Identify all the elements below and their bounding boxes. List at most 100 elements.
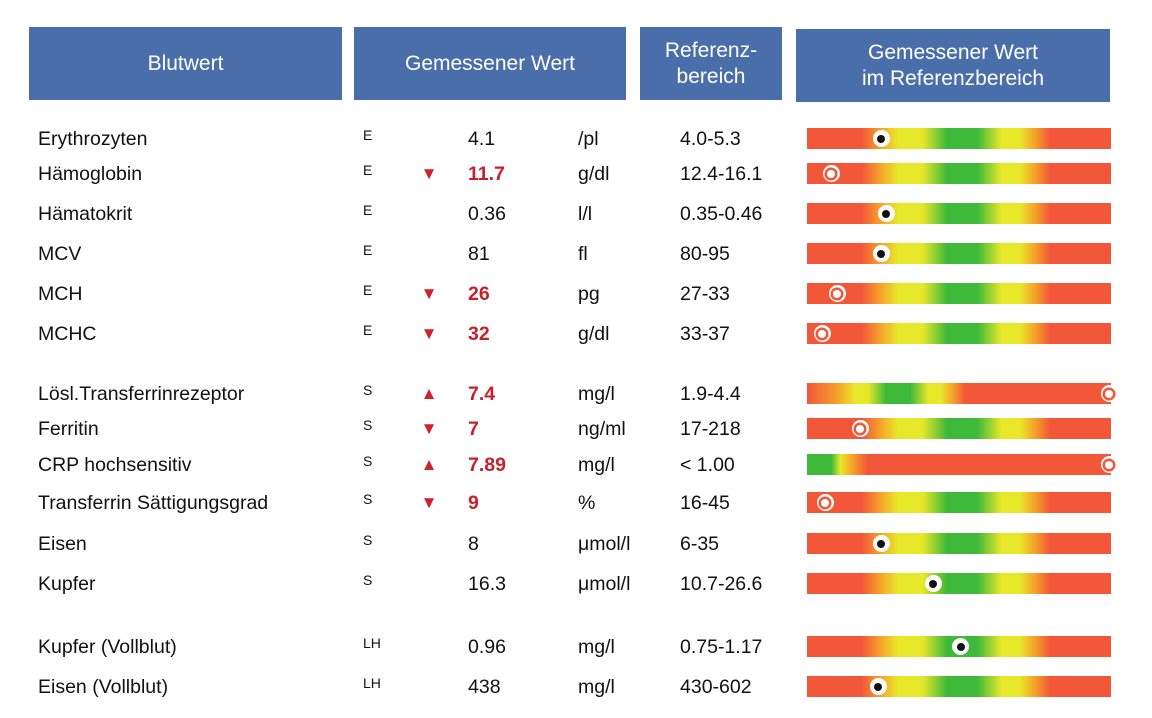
sample-type-code: S — [363, 382, 373, 398]
arrow-down-icon: ▼ — [420, 284, 438, 303]
blood-value-name: MCV — [38, 243, 82, 265]
table-row: MCHC E ▼ 32 g/dl 33-37 — [0, 316, 1152, 352]
measured-value: 26 — [468, 283, 490, 305]
reference-range: 0.75-1.17 — [680, 636, 763, 658]
table-row: Hämoglobin E ▼ 11.7 g/dl 12.4-16.1 — [0, 156, 1152, 192]
header-referenzbereich: Referenz- bereich — [640, 27, 782, 100]
unit: fl — [578, 243, 588, 265]
measured-value: 7.4 — [468, 383, 496, 405]
range-bar — [807, 533, 1111, 554]
value-marker — [872, 535, 890, 552]
reference-range: 80-95 — [680, 243, 730, 265]
unit: /pl — [578, 128, 599, 150]
range-bar — [807, 573, 1111, 594]
unit: mg/l — [578, 636, 615, 658]
unit: μmol/l — [578, 533, 631, 555]
measured-value: 0.96 — [468, 636, 506, 658]
reference-range: 10.7-26.6 — [680, 573, 763, 595]
value-marker — [877, 205, 895, 222]
blood-value-name: Hämoglobin — [38, 163, 143, 185]
reference-range: 6-35 — [680, 533, 720, 555]
measured-value: 9 — [468, 492, 479, 514]
blood-value-name: MCHC — [38, 323, 97, 345]
measured-value: 81 — [468, 243, 490, 265]
blood-value-name: Transferrin Sättigungsgrad — [38, 492, 269, 514]
table-row: Eisen S 8 μmol/l 6-35 — [0, 526, 1152, 562]
range-bar — [807, 323, 1111, 344]
flag-empty — [418, 121, 440, 157]
table-row: Ferritin S ▼ 7 ng/ml 17-218 — [0, 411, 1152, 447]
reference-range: 17-218 — [680, 418, 741, 440]
value-marker — [872, 245, 890, 262]
range-bar — [807, 243, 1111, 264]
value-marker — [1100, 385, 1118, 402]
sample-type-code: S — [363, 453, 373, 469]
blood-value-name: Hämatokrit — [38, 203, 133, 225]
table-row: MCV E 81 fl 80-95 — [0, 236, 1152, 272]
blood-value-name: Lösl.Transferrinrezeptor — [38, 383, 245, 405]
blood-value-name: Eisen (Vollblut) — [38, 676, 169, 698]
flag-empty — [418, 566, 440, 602]
arrow-down-icon: ▼ — [420, 164, 438, 183]
table-row: Transferrin Sättigungsgrad S ▼ 9% 16-45 — [0, 485, 1152, 521]
value-marker — [851, 420, 869, 437]
sample-type-code: LH — [363, 675, 381, 691]
value-marker — [869, 678, 887, 695]
measured-value: 11.7 — [468, 163, 505, 185]
header-referenzbereich-line1: Referenz- — [664, 38, 758, 62]
unit: % — [578, 492, 596, 514]
range-bar — [807, 163, 1111, 184]
blood-value-name: Eisen — [38, 533, 87, 555]
table-row: Lösl.Transferrinrezeptor S ▲ 7.4 mg/l 1.9-4.4 — [0, 376, 1152, 412]
range-bar — [807, 128, 1111, 149]
unit: g/dl — [578, 323, 610, 345]
reference-range: 4.0-5.3 — [680, 128, 741, 150]
table-row: Kupfer (Vollblut) LH 0.96 mg/l 0.75-1.17 — [0, 629, 1152, 665]
header-blutwert: Blutwert — [29, 27, 342, 100]
sample-type-code: E — [363, 322, 373, 338]
header-im-referenzbereich-line1: Gemessener Wert — [868, 40, 1038, 64]
blood-value-name: Kupfer (Vollblut) — [38, 636, 177, 658]
blood-value-name: Kupfer — [38, 573, 96, 595]
range-bar — [807, 492, 1111, 513]
sample-type-code: S — [363, 532, 373, 548]
sample-type-code: S — [363, 417, 373, 433]
reference-range: 27-33 — [680, 283, 730, 305]
value-marker — [924, 575, 942, 592]
value-marker — [828, 285, 846, 302]
table-row: Erythrozyten E 4.1/pl 4.0-5.3 — [0, 121, 1152, 157]
range-bar — [807, 203, 1111, 224]
unit: mg/l — [578, 454, 615, 476]
unit: mg/l — [578, 676, 615, 698]
reference-range: 33-37 — [680, 323, 730, 345]
reference-range: 0.35-0.46 — [680, 203, 763, 225]
header-blutwert-label: Blutwert — [147, 51, 224, 75]
table-row: CRP hochsensitiv S ▲ 7.89 mg/l < 1.00 — [0, 447, 1152, 483]
measured-value: 32 — [468, 323, 490, 345]
header-referenzbereich-line2: bereich — [676, 64, 746, 88]
unit: μmol/l — [578, 573, 631, 595]
header-gemessener-wert: Gemessener Wert — [354, 27, 626, 100]
reference-range: < 1.00 — [680, 454, 735, 476]
unit: mg/l — [578, 383, 615, 405]
value-marker — [1100, 456, 1118, 473]
reference-range: 1.9-4.4 — [680, 383, 741, 405]
range-bar — [807, 283, 1111, 304]
flag-empty — [418, 526, 440, 562]
sample-type-code: S — [363, 572, 373, 588]
measured-value: 0.36 — [468, 203, 506, 225]
table-row: MCH E ▼ 26 pg 27-33 — [0, 276, 1152, 312]
range-bar — [807, 383, 1118, 404]
blood-value-name: Ferritin — [38, 418, 99, 440]
sample-type-code: E — [363, 242, 373, 258]
arrow-up-icon: ▲ — [420, 384, 438, 403]
reference-range: 430-602 — [680, 676, 752, 698]
unit: l/l — [578, 203, 593, 225]
table-row: Kupfer S 16.3 μmol/l 10.7-26.6 — [0, 566, 1152, 602]
value-marker — [952, 638, 970, 655]
value-marker — [816, 494, 834, 511]
measured-value: 16.3 — [468, 573, 506, 595]
measured-value: 7 — [468, 418, 479, 440]
arrow-down-icon: ▼ — [420, 324, 438, 343]
